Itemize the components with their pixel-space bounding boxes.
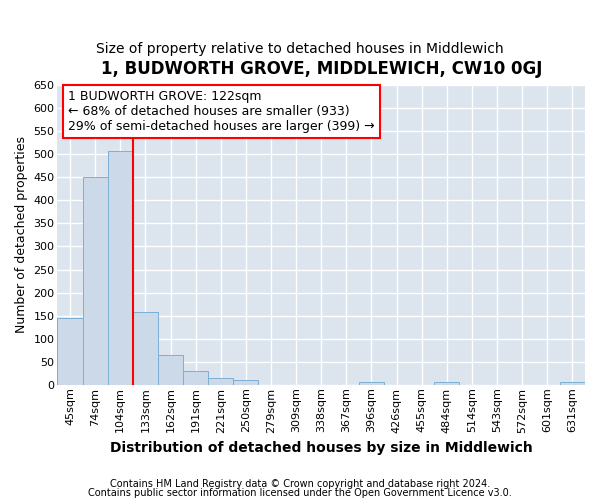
Bar — [183, 371, 208, 385]
Bar — [133, 312, 158, 385]
Bar — [560, 382, 585, 385]
Bar — [233, 380, 259, 385]
Bar — [208, 378, 233, 385]
Bar — [434, 382, 460, 385]
Text: 1 BUDWORTH GROVE: 122sqm
← 68% of detached houses are smaller (933)
29% of semi-: 1 BUDWORTH GROVE: 122sqm ← 68% of detach… — [68, 90, 374, 132]
Bar — [58, 318, 83, 385]
Text: Contains HM Land Registry data © Crown copyright and database right 2024.: Contains HM Land Registry data © Crown c… — [110, 479, 490, 489]
Y-axis label: Number of detached properties: Number of detached properties — [15, 136, 28, 334]
Text: Contains public sector information licensed under the Open Government Licence v3: Contains public sector information licen… — [88, 488, 512, 498]
Bar — [158, 355, 183, 385]
Bar — [83, 178, 108, 385]
Bar — [359, 382, 384, 385]
Text: Size of property relative to detached houses in Middlewich: Size of property relative to detached ho… — [96, 42, 504, 56]
Title: 1, BUDWORTH GROVE, MIDDLEWICH, CW10 0GJ: 1, BUDWORTH GROVE, MIDDLEWICH, CW10 0GJ — [101, 60, 542, 78]
Bar — [108, 151, 133, 385]
X-axis label: Distribution of detached houses by size in Middlewich: Distribution of detached houses by size … — [110, 441, 533, 455]
